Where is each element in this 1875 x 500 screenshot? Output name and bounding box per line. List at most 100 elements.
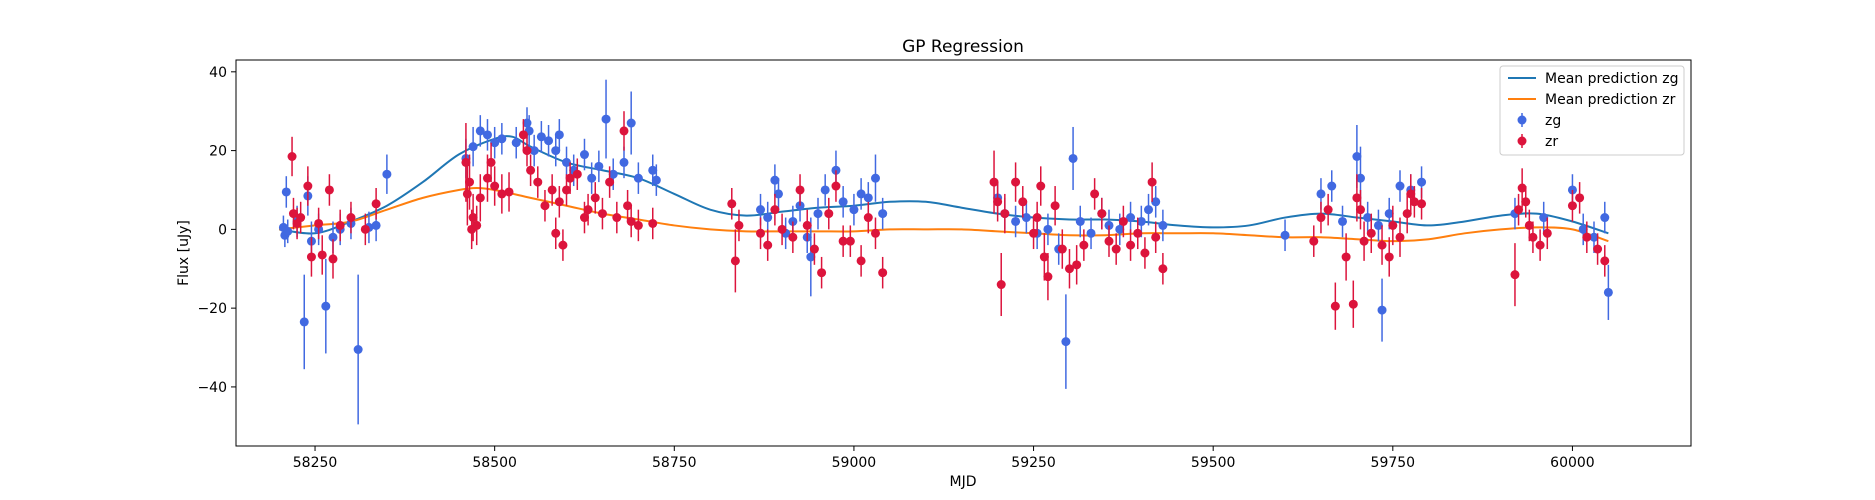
data-point-zr	[763, 240, 773, 250]
data-point-zr	[572, 169, 582, 179]
data-point-zg	[1377, 305, 1387, 315]
data-point-zr	[1126, 240, 1136, 250]
data-point-zr	[870, 228, 880, 238]
data-point-zg	[870, 173, 880, 183]
data-point-zr	[1535, 240, 1545, 250]
data-point-zg	[1384, 209, 1394, 219]
data-point-zr	[526, 165, 536, 175]
data-point-zr	[845, 236, 855, 246]
data-point-zr	[462, 189, 472, 199]
data-point-zr	[287, 152, 297, 161]
legend-swatch-zr	[1517, 134, 1527, 148]
x-tick-label: 60000	[1550, 455, 1595, 471]
data-point-zg	[813, 209, 823, 219]
y-tick-label: 0	[218, 222, 227, 238]
data-point-zg	[562, 157, 572, 167]
data-point-zg	[651, 175, 661, 185]
data-point-zg	[536, 132, 546, 142]
data-point-zr	[770, 205, 780, 215]
data-point-zr	[1104, 236, 1114, 246]
data-point-zr	[306, 252, 316, 262]
data-point-zg	[878, 209, 888, 219]
data-point-zr	[756, 228, 766, 238]
data-point-zr	[648, 218, 658, 228]
data-point-zg	[544, 136, 554, 146]
data-point-zr	[547, 185, 557, 195]
data-point-zr	[1355, 205, 1365, 215]
data-point-zr	[795, 185, 805, 195]
data-point-zr	[1118, 216, 1128, 226]
data-point-zr	[993, 197, 1003, 207]
data-point-zr	[1064, 264, 1074, 274]
data-point-zg	[1151, 197, 1161, 207]
x-axis-label: MJD	[950, 474, 977, 490]
data-point-zr	[1029, 228, 1039, 238]
data-point-zg	[1338, 216, 1348, 226]
data-point-zg	[1355, 173, 1365, 183]
data-point-zr	[371, 199, 381, 209]
data-point-zg	[1011, 216, 1021, 226]
data-point-zg	[328, 232, 338, 242]
data-point-zr	[497, 189, 507, 199]
data-point-zr	[1309, 236, 1319, 246]
data-point-zr	[472, 220, 482, 230]
data-point-zg	[529, 146, 539, 156]
data-point-zr	[809, 244, 819, 254]
data-point-zr	[558, 240, 568, 250]
data-point-zr	[1402, 209, 1412, 219]
data-point-zr	[619, 126, 629, 136]
data-point-zr	[612, 213, 622, 223]
data-point-zr	[605, 177, 615, 187]
legend-label-zg: zg	[1545, 113, 1561, 129]
data-point-zr	[1582, 232, 1592, 242]
data-point-zg	[626, 118, 636, 128]
data-point-zr	[554, 197, 564, 207]
data-point-zr	[1524, 220, 1534, 230]
data-point-zr	[475, 193, 485, 203]
data-point-zg	[1417, 177, 1427, 187]
data-point-zr	[802, 220, 812, 230]
data-point-zr	[838, 236, 848, 246]
data-point-zr	[486, 157, 496, 167]
x-tick-label: 59750	[1371, 455, 1416, 471]
data-point-zr	[1377, 240, 1387, 250]
data-point-zr	[1147, 177, 1157, 187]
chart-title: GP Regression	[902, 37, 1024, 57]
data-point-zr	[1151, 232, 1161, 242]
data-point-zg	[856, 189, 866, 199]
y-axis-label: Flux [uJy]	[176, 220, 192, 286]
data-point-zr	[1323, 205, 1333, 215]
data-point-zg	[1136, 216, 1146, 226]
data-point-zg	[1539, 213, 1549, 223]
y-axis-ticks: 40 20 0 −20 −40	[197, 65, 236, 396]
data-point-zr	[1032, 213, 1042, 223]
data-point-zg	[551, 146, 561, 156]
data-point-zg	[770, 175, 780, 185]
data-point-zg	[382, 169, 392, 179]
data-point-zg	[633, 173, 643, 183]
data-point-zr	[1517, 183, 1527, 193]
data-point-zr	[1158, 264, 1168, 274]
data-point-zr	[296, 213, 306, 223]
data-point-zg	[1086, 228, 1096, 238]
data-point-zg	[1363, 213, 1373, 223]
data-point-zr	[1542, 228, 1552, 238]
data-point-zr	[1384, 252, 1394, 262]
data-point-zr	[1510, 270, 1520, 280]
data-point-zg	[763, 213, 773, 223]
data-point-zr	[1348, 299, 1358, 309]
data-point-zg	[838, 197, 848, 207]
data-point-zg	[806, 252, 816, 262]
y-tick-label: −20	[197, 301, 227, 317]
data-point-zr	[1514, 205, 1524, 215]
data-point-zg	[648, 165, 658, 175]
data-point-zg	[1603, 287, 1613, 297]
data-point-zr	[817, 268, 827, 278]
y-tick-label: 20	[209, 144, 227, 160]
data-point-zg	[1600, 213, 1610, 223]
data-point-zr	[996, 280, 1006, 290]
data-point-zg	[468, 142, 478, 152]
data-point-zg	[1327, 181, 1337, 191]
y-tick-label: −40	[197, 380, 227, 396]
data-point-zg	[283, 226, 293, 236]
